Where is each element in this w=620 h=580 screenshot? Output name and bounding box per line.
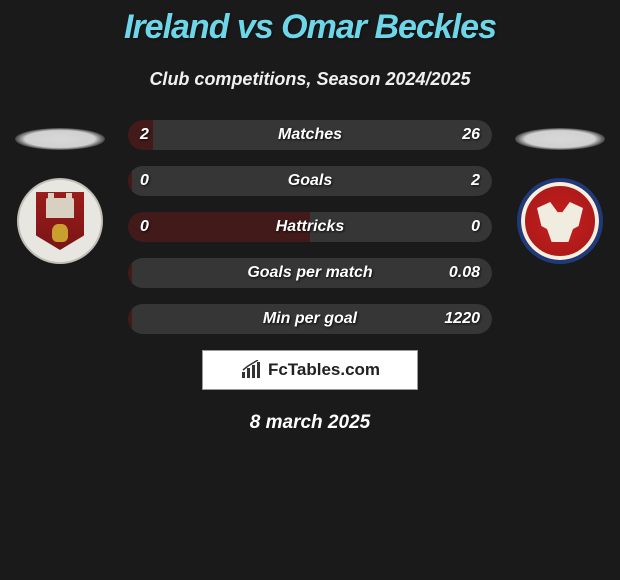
stat-value-right: 2 bbox=[432, 172, 492, 190]
stat-label: Hattricks bbox=[188, 218, 432, 236]
chart-icon bbox=[240, 360, 264, 380]
stat-row: Min per goal1220 bbox=[128, 304, 492, 334]
branding-text: FcTables.com bbox=[268, 360, 380, 380]
left-club-crest bbox=[17, 178, 103, 264]
page-title: Ireland vs Omar Beckles bbox=[0, 0, 620, 47]
dragon-icon bbox=[535, 196, 585, 246]
left-player-col bbox=[10, 120, 110, 264]
stat-value-left: 2 bbox=[128, 126, 188, 144]
right-player-col bbox=[510, 120, 610, 264]
stat-value-right: 0.08 bbox=[432, 264, 492, 282]
comparison-widget: Ireland vs Omar Beckles Club competition… bbox=[0, 0, 620, 434]
right-player-shadow bbox=[515, 128, 605, 150]
right-club-crest bbox=[517, 178, 603, 264]
stat-row: 0Hattricks0 bbox=[128, 212, 492, 242]
stat-row: Goals per match0.08 bbox=[128, 258, 492, 288]
stat-label: Goals bbox=[188, 172, 432, 190]
stat-row: 0Goals2 bbox=[128, 166, 492, 196]
stat-value-right: 26 bbox=[432, 126, 492, 144]
stat-value-left: 0 bbox=[128, 218, 188, 236]
stat-value-right: 0 bbox=[432, 218, 492, 236]
left-player-shadow bbox=[15, 128, 105, 150]
stats-column: 2Matches260Goals20Hattricks0Goals per ma… bbox=[110, 120, 510, 434]
season-subtitle: Club competitions, Season 2024/2025 bbox=[0, 69, 620, 90]
stat-value-right: 1220 bbox=[432, 310, 492, 328]
stat-label: Matches bbox=[188, 126, 432, 144]
left-crest-shield bbox=[36, 192, 84, 250]
castle-icon bbox=[46, 198, 74, 218]
stat-label: Min per goal bbox=[188, 310, 432, 328]
stat-value-left: 0 bbox=[128, 172, 188, 190]
branding-badge[interactable]: FcTables.com bbox=[202, 350, 418, 390]
match-date: 8 march 2025 bbox=[128, 412, 492, 434]
stat-row: 2Matches26 bbox=[128, 120, 492, 150]
content-row: 2Matches260Goals20Hattricks0Goals per ma… bbox=[0, 120, 620, 434]
stat-label: Goals per match bbox=[188, 264, 432, 282]
lion-icon bbox=[52, 224, 68, 242]
